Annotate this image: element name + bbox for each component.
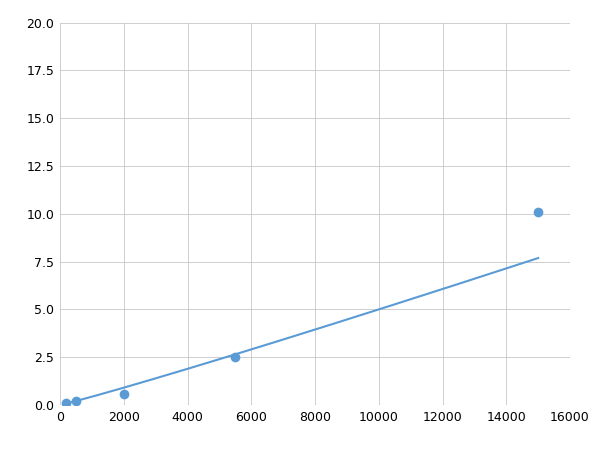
Point <box>62 400 71 407</box>
Point <box>119 390 128 397</box>
Point <box>71 398 81 405</box>
Point <box>533 208 543 216</box>
Point <box>230 354 240 361</box>
